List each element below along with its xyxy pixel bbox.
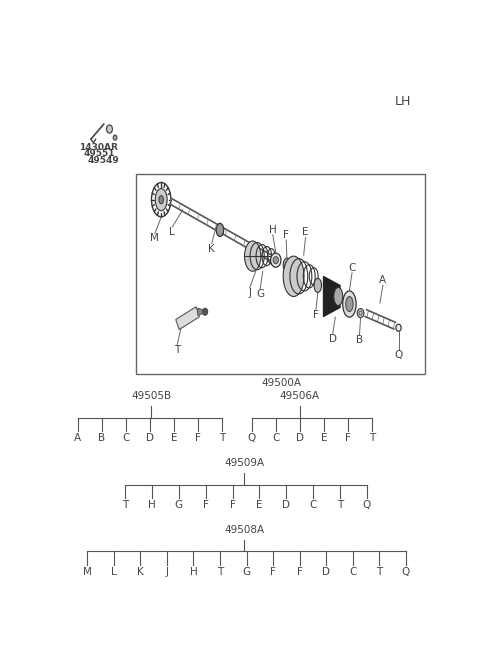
Text: T: T bbox=[376, 567, 383, 577]
Text: D: D bbox=[322, 567, 330, 577]
Ellipse shape bbox=[357, 309, 364, 318]
Ellipse shape bbox=[343, 291, 356, 317]
Text: G: G bbox=[256, 290, 264, 299]
Text: T: T bbox=[337, 500, 343, 510]
Text: B: B bbox=[356, 335, 363, 345]
Text: F: F bbox=[203, 500, 209, 510]
Text: Q: Q bbox=[395, 350, 403, 360]
Text: T: T bbox=[174, 345, 180, 355]
Text: H: H bbox=[269, 225, 276, 235]
Ellipse shape bbox=[159, 196, 163, 204]
Ellipse shape bbox=[314, 278, 322, 292]
Text: T: T bbox=[219, 433, 225, 443]
Ellipse shape bbox=[283, 258, 290, 272]
Text: L: L bbox=[111, 567, 117, 577]
Text: 49500A: 49500A bbox=[261, 378, 301, 388]
Text: F: F bbox=[297, 567, 302, 577]
Text: T: T bbox=[369, 433, 376, 443]
Ellipse shape bbox=[244, 241, 261, 271]
Ellipse shape bbox=[155, 189, 167, 211]
Text: D: D bbox=[329, 334, 336, 345]
Text: G: G bbox=[242, 567, 251, 577]
Text: 49505B: 49505B bbox=[131, 391, 171, 401]
Ellipse shape bbox=[107, 125, 112, 133]
Text: E: E bbox=[170, 433, 177, 443]
Text: D: D bbox=[282, 500, 290, 510]
Text: A: A bbox=[379, 275, 386, 286]
Text: T: T bbox=[122, 500, 128, 510]
Text: G: G bbox=[175, 500, 183, 510]
Text: Q: Q bbox=[363, 500, 371, 510]
Text: B: B bbox=[98, 433, 106, 443]
Text: 1430AR: 1430AR bbox=[79, 143, 118, 152]
Ellipse shape bbox=[113, 135, 117, 140]
Ellipse shape bbox=[273, 257, 278, 264]
Text: F: F bbox=[195, 433, 201, 443]
Text: C: C bbox=[122, 433, 130, 443]
Ellipse shape bbox=[334, 288, 343, 306]
Text: F: F bbox=[346, 433, 351, 443]
Text: Q: Q bbox=[402, 567, 410, 577]
Text: 49509A: 49509A bbox=[224, 458, 264, 468]
Text: D: D bbox=[146, 433, 154, 443]
Text: 49506A: 49506A bbox=[280, 391, 320, 401]
Text: J: J bbox=[248, 288, 251, 298]
Text: M: M bbox=[150, 233, 159, 244]
Text: K: K bbox=[208, 244, 215, 253]
Text: LH: LH bbox=[395, 95, 411, 107]
Polygon shape bbox=[198, 308, 204, 316]
Text: M: M bbox=[83, 567, 92, 577]
Ellipse shape bbox=[346, 297, 353, 312]
Ellipse shape bbox=[283, 256, 304, 297]
Ellipse shape bbox=[396, 324, 401, 331]
Polygon shape bbox=[324, 276, 340, 316]
Text: Q: Q bbox=[248, 433, 256, 443]
Text: F: F bbox=[283, 230, 289, 240]
Text: A: A bbox=[74, 433, 82, 443]
Polygon shape bbox=[176, 307, 199, 329]
Text: C: C bbox=[272, 433, 279, 443]
Text: T: T bbox=[217, 567, 223, 577]
Text: L: L bbox=[169, 227, 175, 237]
Ellipse shape bbox=[271, 253, 281, 267]
Text: 49551: 49551 bbox=[84, 149, 115, 159]
Text: H: H bbox=[190, 567, 197, 577]
Text: F: F bbox=[229, 500, 236, 510]
Ellipse shape bbox=[203, 309, 208, 315]
Bar bbox=[136, 174, 424, 373]
Text: D: D bbox=[296, 433, 304, 443]
Ellipse shape bbox=[216, 223, 224, 236]
Text: K: K bbox=[137, 567, 144, 577]
Text: F: F bbox=[313, 310, 319, 320]
Text: 49549: 49549 bbox=[87, 156, 119, 165]
Text: F: F bbox=[270, 567, 276, 577]
Text: C: C bbox=[348, 263, 356, 272]
Text: C: C bbox=[349, 567, 357, 577]
Text: E: E bbox=[256, 500, 263, 510]
Text: E: E bbox=[321, 433, 327, 443]
Text: C: C bbox=[310, 500, 317, 510]
Text: 49508A: 49508A bbox=[224, 525, 264, 534]
Text: J: J bbox=[165, 567, 168, 577]
Text: E: E bbox=[302, 227, 309, 238]
Text: H: H bbox=[148, 500, 156, 510]
